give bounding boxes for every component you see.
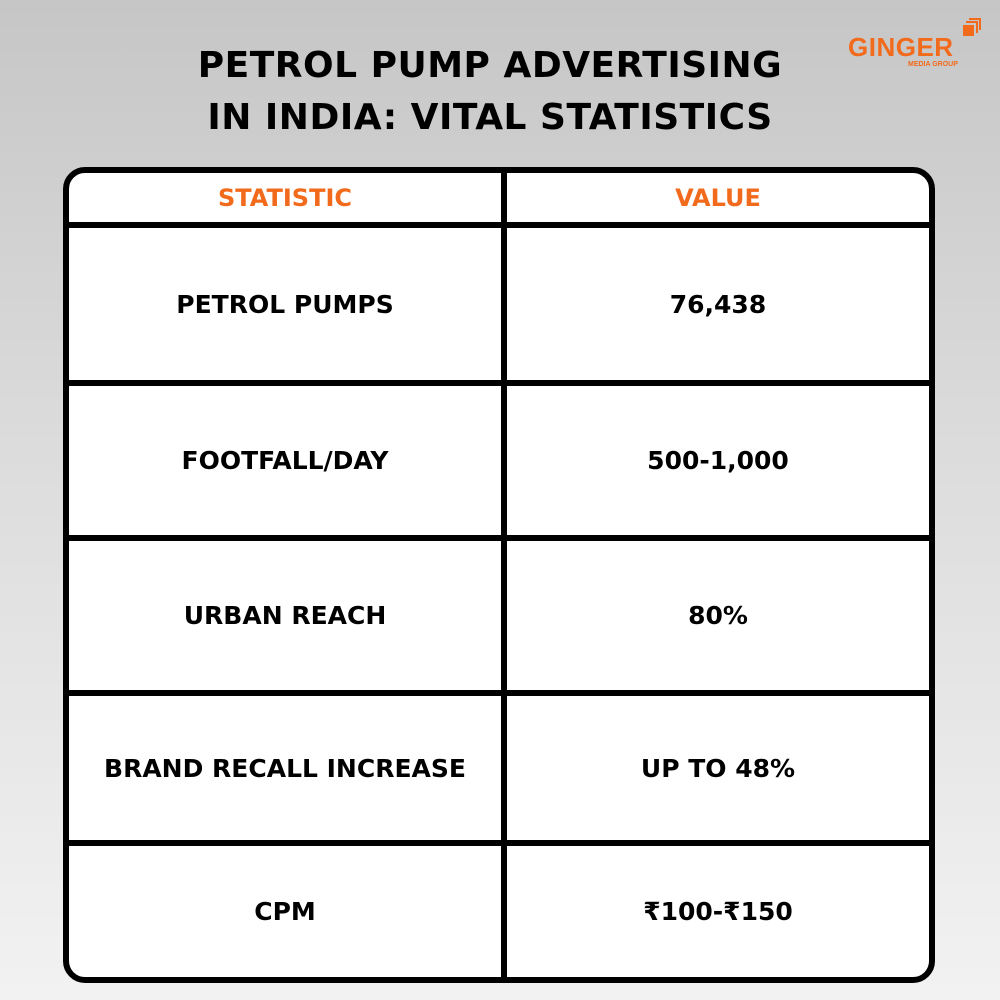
table-row: FOOTFALL/DAY 500-1,000: [69, 386, 929, 541]
header-value: VALUE: [675, 183, 761, 212]
statistic-cell: PETROL PUMPS: [176, 289, 394, 319]
statistics-table: STATISTIC VALUE PETROL PUMPS 76,438 FOOT…: [63, 167, 935, 983]
value-cell: 500-1,000: [647, 446, 789, 475]
value-cell: 80%: [688, 601, 748, 630]
header-statistic: STATISTIC: [217, 183, 352, 212]
column-divider: [501, 173, 507, 977]
title-line-1: PETROL PUMP ADVERTISING: [197, 45, 783, 86]
table-row: PETROL PUMPS 76,438: [69, 228, 929, 386]
ginger-logo: GINGER MEDIA GROUP: [848, 18, 988, 68]
page-title: PETROL PUMP ADVERTISING IN INDIA: VITAL …: [0, 40, 980, 144]
statistic-cell: BRAND RECALL INCREASE: [104, 753, 466, 783]
statistic-cell: FOOTFALL/DAY: [181, 446, 389, 475]
value-cell: ₹100-₹150: [643, 897, 793, 926]
value-cell: UP TO 48%: [640, 753, 796, 783]
table-header: STATISTIC VALUE: [69, 173, 929, 228]
table-row: CPM ₹100-₹150: [69, 846, 929, 977]
table-row: BRAND RECALL INCREASE UP TO 48%: [69, 696, 929, 846]
table-row: URBAN REACH 80%: [69, 541, 929, 696]
statistic-cell: CPM: [254, 897, 316, 926]
statistic-cell: URBAN REACH: [183, 601, 387, 630]
logo-text: GINGER: [848, 32, 954, 62]
value-cell: 76,438: [669, 289, 767, 319]
title-line-2: IN INDIA: VITAL STATISTICS: [207, 97, 773, 138]
logo-mark-icon: [963, 18, 981, 36]
logo-subtext: MEDIA GROUP: [908, 61, 958, 68]
